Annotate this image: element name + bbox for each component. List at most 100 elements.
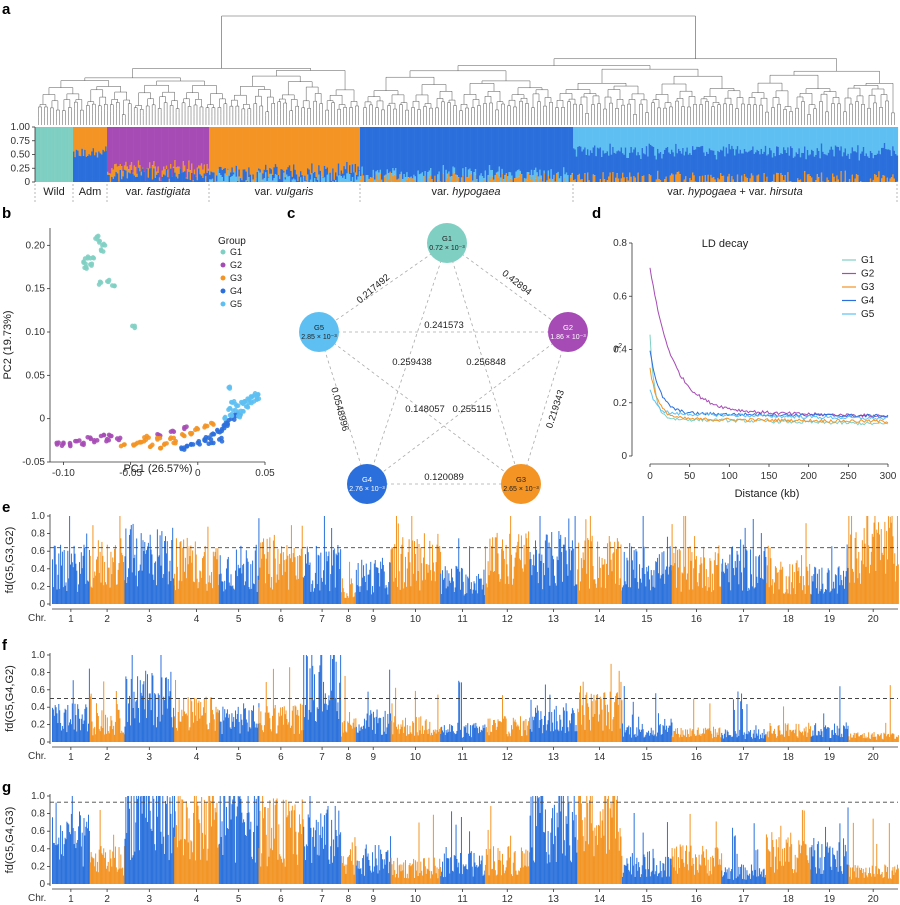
fd-bar — [140, 533, 142, 604]
fd-bar — [64, 585, 66, 604]
admixture-bar — [227, 127, 229, 169]
fd-bar — [609, 691, 611, 742]
admixture-bar — [654, 155, 656, 182]
fd-bar — [520, 735, 522, 742]
admixture-bar — [693, 175, 696, 182]
fd-bar — [263, 538, 265, 604]
fd-bar — [122, 555, 124, 604]
admixture-bar — [776, 172, 778, 182]
admixture-bar — [591, 152, 593, 182]
fd-bar — [190, 698, 192, 742]
admixture-bar — [699, 127, 701, 148]
network-edge-label: 0.255115 — [453, 404, 492, 415]
fd-bar — [126, 583, 128, 604]
fd-bar — [303, 577, 305, 604]
fd-bar — [562, 544, 564, 604]
admixture-bar — [650, 144, 652, 176]
fd-bar — [79, 718, 80, 742]
fd-y-tick-label: 0.2 — [31, 720, 45, 731]
fd-bar — [896, 565, 898, 604]
admixture-bar — [682, 148, 684, 182]
admixture-bar — [731, 176, 733, 182]
admixture-bar — [351, 127, 354, 165]
fd-bar — [724, 562, 726, 604]
fd-chr-label: 14 — [594, 614, 606, 625]
fd-bar — [207, 526, 209, 604]
admixture-bar — [553, 127, 555, 175]
fd-bar — [328, 551, 330, 604]
fd-bar — [642, 516, 644, 604]
admixture-bar — [536, 127, 539, 173]
admixture-bar — [228, 175, 231, 182]
fd-bar — [419, 590, 421, 604]
pca-point-g2 — [88, 436, 94, 442]
admixture-bar — [200, 163, 203, 176]
admixture-bar — [393, 170, 396, 175]
admixture-bar — [699, 147, 701, 177]
fd-bar — [103, 585, 105, 604]
pca-points — [54, 233, 262, 452]
admixture-bar — [154, 127, 157, 167]
fd-bar — [411, 733, 413, 742]
admixture-bar — [386, 127, 389, 170]
fd-bar — [503, 558, 505, 604]
admixture-bar — [626, 177, 628, 182]
admixture-bar — [599, 127, 602, 148]
fd-bar — [612, 719, 614, 742]
fd-bar — [298, 715, 300, 742]
fd-bar — [571, 708, 573, 742]
admixture-bar — [170, 127, 172, 164]
fd-bar — [606, 543, 608, 604]
network-edge-label: 0.259438 — [392, 357, 432, 368]
fd-bar — [146, 718, 148, 742]
admixture-bar — [133, 175, 136, 182]
fd-bar — [329, 700, 331, 742]
admixture-bar — [741, 175, 743, 182]
admixture-bar — [92, 127, 95, 149]
admixture-bar — [347, 127, 350, 173]
fd-bar — [376, 709, 378, 742]
fd-bar — [654, 587, 656, 604]
fd-bar — [191, 701, 193, 742]
admixture-bar — [736, 174, 739, 182]
admixture-bar — [237, 180, 239, 182]
ld-y-tick-label: 0 — [621, 451, 627, 462]
admixture-bar — [178, 127, 181, 167]
admixture-bar — [175, 127, 178, 168]
admixture-bar — [448, 174, 450, 182]
fd-bar — [54, 545, 56, 604]
fd-bar — [282, 724, 284, 742]
admixture-bar — [235, 176, 238, 182]
fd-bar — [71, 562, 73, 604]
admixture-bar — [339, 174, 341, 182]
admixture-bar — [818, 150, 820, 178]
admixture-bar — [365, 175, 368, 182]
fd-bar — [191, 562, 193, 604]
admixture-bar — [198, 127, 200, 166]
fd-bar — [777, 572, 779, 604]
admixture-bar — [122, 176, 125, 182]
admixture-bar — [388, 127, 390, 174]
admixture-bar — [759, 127, 761, 155]
admixture-bar — [728, 127, 731, 144]
admixture-bar — [896, 155, 899, 182]
admixture-bar — [207, 168, 210, 171]
admixture-bar — [689, 153, 691, 179]
fd-bar — [141, 695, 143, 742]
ld-line-g5 — [649, 389, 889, 421]
admixture-bar — [287, 127, 290, 168]
fd-bar — [212, 551, 214, 604]
fd-bar — [164, 700, 166, 742]
admixture-bar — [177, 166, 179, 179]
fd-bar — [175, 679, 177, 742]
admixture-bar — [808, 174, 810, 182]
admixture-bar — [103, 151, 106, 182]
fd-bar — [400, 553, 402, 604]
admixture-bar — [350, 181, 353, 182]
admixture-bar — [861, 151, 864, 182]
admixture-bar — [139, 127, 141, 166]
fd-bar — [314, 721, 316, 742]
admixture-bar — [605, 152, 607, 182]
admixture-bar — [734, 127, 736, 156]
admixture-bar — [382, 127, 385, 182]
